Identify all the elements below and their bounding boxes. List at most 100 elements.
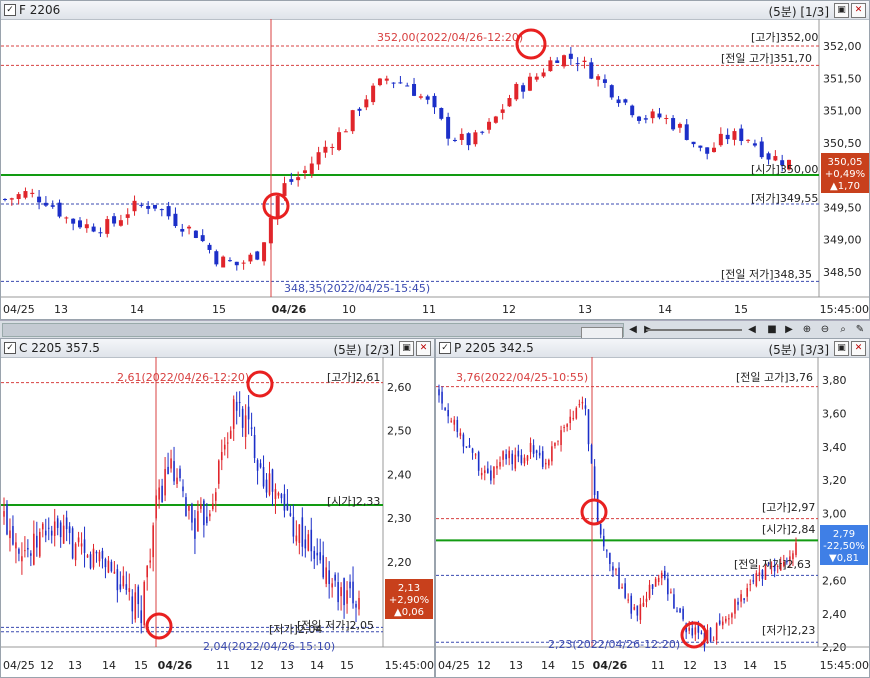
price-badge: [385, 579, 433, 619]
candle: [6, 503, 8, 535]
close-icon[interactable]: ✕: [416, 341, 431, 356]
put-option-chart-panel[interactable]: ✓ P 2205 342.5 (5분) [3/3] ▣ ✕ 3,80 3,60 3,…: [435, 338, 870, 678]
candle: [384, 78, 389, 81]
put-option-candlestick-chart[interactable]: 3,803,603,403,203,002,802,602,402,203,76…: [436, 339, 870, 678]
x-tick-label: 04/26: [158, 659, 193, 672]
candle: [563, 427, 565, 429]
restore-icon[interactable]: ▣: [834, 3, 849, 18]
candle: [471, 448, 474, 453]
stop-icon[interactable]: ■: [767, 324, 777, 335]
chart-scroll-toolbar: ◀ ▶ ◀ ■ ▶ ⊕ ⊖ ⌕ ✎: [0, 320, 870, 340]
price-badge-text: +2,90%: [389, 595, 429, 606]
zoom-in-icon[interactable]: ⊕: [802, 324, 812, 335]
candle: [584, 405, 587, 409]
close-icon[interactable]: ✕: [851, 341, 866, 356]
candle: [310, 529, 313, 552]
candle: [182, 486, 184, 492]
candle: [456, 419, 459, 432]
candle: [474, 454, 477, 456]
panel-title-bar: ✓ F 2206 (5분) [1/3] ▣ ✕: [1, 1, 869, 20]
candle: [212, 503, 214, 510]
candle: [452, 139, 457, 141]
candle: [676, 610, 678, 612]
restore-icon[interactable]: ▣: [399, 341, 414, 356]
candle: [128, 588, 131, 593]
futures-candlestick-chart[interactable]: 352,00351,50351,00350,50350,00349,50349,…: [1, 1, 870, 320]
candle: [465, 446, 468, 448]
call-option-candlestick-chart[interactable]: 2,602,502,402,302,202,102,61(2022/04/26-…: [1, 339, 435, 678]
candle: [718, 133, 723, 146]
candle: [234, 261, 239, 266]
candle: [173, 461, 175, 482]
y-tick-label: 2,20: [822, 641, 847, 654]
candle: [116, 569, 119, 591]
candle: [3, 198, 7, 200]
candle: [541, 72, 546, 77]
candle: [289, 179, 294, 182]
magnifier-icon[interactable]: ⌕: [840, 324, 846, 335]
candle: [33, 533, 35, 565]
candle: [630, 105, 635, 116]
candle: [493, 116, 498, 123]
x-tick-label: 13: [280, 659, 294, 672]
candle: [521, 85, 526, 92]
candle: [152, 204, 157, 209]
candle: [795, 542, 797, 556]
candle: [562, 55, 567, 67]
panel-title-bar: ✓ C 2205 357.5 (5분) [2/3] ▣ ✕: [1, 339, 434, 358]
y-tick-label: 352,00: [823, 40, 862, 53]
close-icon[interactable]: ✕: [851, 3, 866, 18]
play-icon[interactable]: ▶: [785, 324, 793, 335]
candle: [146, 205, 151, 209]
price-badge-text: 2,79: [833, 529, 855, 540]
play-back-icon[interactable]: ◀: [748, 324, 756, 335]
candle: [532, 445, 535, 454]
candle: [459, 133, 464, 140]
candle: [637, 116, 642, 121]
candle: [755, 573, 758, 586]
candle: [74, 543, 77, 561]
candle: [132, 200, 137, 212]
zoom-slider[interactable]: [646, 323, 742, 337]
y-tick-label: 2,30: [387, 512, 412, 525]
settings-icon[interactable]: ✎: [855, 324, 865, 335]
panel-checkbox[interactable]: ✓: [4, 4, 16, 16]
candle: [523, 457, 526, 464]
candle: [206, 516, 208, 524]
candle: [405, 85, 410, 87]
candle: [517, 450, 520, 457]
horizontal-scrollbar[interactable]: [2, 323, 624, 339]
panel-checkbox[interactable]: ✓: [4, 342, 16, 354]
candle: [627, 599, 629, 601]
candle: [767, 564, 770, 566]
x-tick-label: 04/25: [3, 303, 35, 316]
panel-checkbox[interactable]: ✓: [439, 342, 451, 354]
candle: [217, 460, 220, 484]
high-annotation: 352,00(2022/04/26-12:20): [377, 31, 523, 44]
candle: [502, 451, 504, 460]
zoom-out-icon[interactable]: ⊖: [820, 324, 830, 335]
futures-chart-panel[interactable]: ✓ F 2206 (5분) [1/3] ▣ ✕ 352,00 351,50 351,…: [0, 0, 870, 320]
restore-icon[interactable]: ▣: [834, 341, 849, 356]
panel-period: (5분) [3/3]: [768, 343, 829, 357]
candle: [12, 526, 14, 545]
candle: [538, 452, 541, 456]
candle: [316, 552, 319, 556]
candle: [173, 213, 178, 227]
candle: [340, 587, 342, 597]
candle: [418, 96, 423, 98]
scroll-left-button[interactable]: ◀: [629, 324, 637, 335]
candle: [238, 402, 241, 404]
call-option-chart-panel[interactable]: ✓ C 2205 357.5 (5분) [2/3] ▣ ✕ 2,60 2,50 2,…: [0, 338, 435, 678]
candle: [505, 454, 507, 460]
candle: [53, 521, 56, 536]
candle: [104, 559, 107, 568]
candle: [725, 134, 730, 140]
candle: [493, 466, 495, 479]
candle: [346, 590, 348, 604]
x-tick-label: 15: [773, 659, 787, 672]
candle: [425, 96, 430, 100]
price-badge: [820, 525, 868, 565]
candle: [44, 530, 47, 536]
candle: [110, 561, 113, 572]
